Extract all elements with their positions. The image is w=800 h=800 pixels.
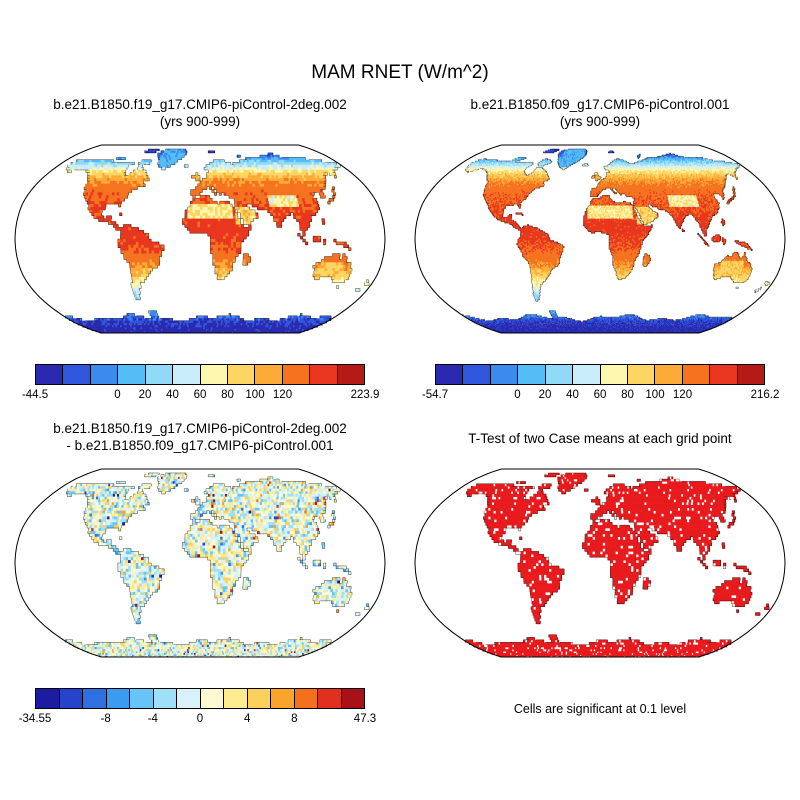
panel-case2: b.e21.B1850.f09_g17.CMIP6-piControl.001 …	[402, 96, 798, 426]
figure-title: MAM RNET (W/m^2)	[311, 62, 489, 83]
map-case2-canvas	[412, 142, 788, 336]
colorbar-segment	[681, 365, 710, 384]
panel-case2-title: b.e21.B1850.f09_g17.CMIP6-piControl.001 …	[402, 96, 798, 130]
colorbar-segment	[58, 689, 82, 708]
colorbar-segment	[517, 365, 545, 384]
colorbar-case2: -54.7 0 20 40 60 80 100 120 216.2	[422, 364, 780, 403]
colorbar-segment	[152, 689, 176, 708]
colorbar-segment	[36, 365, 63, 384]
colorbar-segment	[82, 689, 106, 708]
colorbar-tick-label: 20	[538, 389, 552, 401]
panel-case2-title-line1: b.e21.B1850.f09_g17.CMIP6-piControl.001	[470, 97, 730, 112]
colorbar-segment	[144, 365, 173, 384]
colorbar-segments	[35, 688, 365, 709]
panel-case1: b.e21.B1850.f19_g17.CMIP6-piControl-2deg…	[2, 96, 398, 426]
colorbar-segment	[309, 365, 337, 384]
colorbar-segment	[436, 365, 463, 384]
colorbar-segment	[736, 365, 765, 384]
colorbar-segment	[246, 689, 270, 708]
colorbar-segment	[709, 365, 737, 384]
colorbar-tick-label: 60	[193, 389, 207, 401]
colorbar-segment	[117, 365, 145, 384]
colorbar-tick-labels: -34.55 -8 -4 0 4 8 47.3	[19, 709, 377, 727]
colorbar-tick-label: -34.55	[18, 713, 52, 725]
colorbar-segments	[435, 364, 765, 385]
map-difference-canvas	[12, 466, 388, 660]
colorbar-tick-label: 216.2	[750, 389, 780, 401]
panel-ttest-title-line1: T-Test of two Case means at each grid po…	[468, 431, 732, 446]
panel-case2-title-line2: (yrs 900-999)	[559, 114, 641, 129]
panel-case1-title-line1: b.e21.B1850.f19_g17.CMIP6-piControl-2deg…	[53, 97, 347, 112]
colorbar-tick-label: -44.5	[21, 389, 49, 401]
colorbar-segments	[35, 364, 365, 385]
colorbar-tick-labels: -54.7 0 20 40 60 80 100 120 216.2	[422, 385, 780, 403]
colorbar-segment	[199, 365, 227, 384]
map-case1-canvas	[12, 142, 388, 336]
colorbar-segment	[226, 365, 255, 384]
colorbar-segment	[199, 689, 223, 708]
colorbar-segment	[544, 365, 573, 384]
colorbar-segment	[340, 689, 364, 708]
panel-ttest-title: T-Test of two Case means at each grid po…	[402, 420, 798, 447]
colorbar-tick-label: -4	[147, 713, 158, 725]
colorbar-segment	[36, 689, 59, 708]
colorbar-tick-label: -54.7	[421, 389, 449, 401]
colorbar-segment	[281, 365, 310, 384]
colorbar-segment	[62, 365, 90, 384]
colorbar-segment	[599, 365, 627, 384]
panel-difference: b.e21.B1850.f19_g17.CMIP6-piControl-2deg…	[2, 420, 398, 750]
colorbar-tick-label: 80	[221, 389, 234, 401]
significance-caption: Cells are significant at 0.1 level	[513, 702, 687, 716]
colorbar-segment	[572, 365, 600, 384]
colorbar-tick-label: -8	[100, 713, 111, 725]
colorbar-segment	[626, 365, 655, 384]
colorbar-segment	[489, 365, 518, 384]
colorbar-difference: -34.55 -8 -4 0 4 8 47.3	[19, 688, 377, 727]
colorbar-case1: -44.5 0 20 40 60 80 100 120 223.9	[22, 364, 380, 403]
colorbar-segment	[172, 365, 200, 384]
colorbar-tick-label: 120	[672, 389, 693, 401]
colorbar-segment	[654, 365, 682, 384]
colorbar-tick-label: 80	[621, 389, 634, 401]
colorbar-tick-label: 40	[566, 389, 579, 401]
colorbar-tick-label: 0	[196, 713, 204, 725]
colorbar-segment	[176, 689, 200, 708]
colorbar-segment	[129, 689, 153, 708]
colorbar-segment	[89, 365, 118, 384]
panel-case1-title-line2: (yrs 900-999)	[159, 114, 241, 129]
colorbar-tick-labels: -44.5 0 20 40 60 80 100 120 223.9	[22, 385, 380, 403]
colorbar-tick-label: 100	[245, 389, 265, 401]
colorbar-tick-label: 0	[514, 389, 521, 401]
colorbar-tick-label: 120	[272, 389, 293, 401]
colorbar-tick-label: 47.3	[353, 713, 377, 725]
colorbar-tick-label: 8	[291, 713, 298, 725]
colorbar-segment	[462, 365, 490, 384]
panel-ttest: T-Test of two Case means at each grid po…	[402, 420, 798, 750]
colorbar-segment	[336, 365, 365, 384]
panel-difference-title-line2: - b.e21.B1850.f09_g17.CMIP6-piControl.00…	[66, 438, 334, 453]
colorbar-segment	[317, 689, 341, 708]
colorbar-tick-label: 0	[114, 389, 121, 401]
colorbar-segment	[254, 365, 282, 384]
panel-difference-title: b.e21.B1850.f19_g17.CMIP6-piControl-2deg…	[2, 420, 398, 454]
panel-difference-title-line1: b.e21.B1850.f19_g17.CMIP6-piControl-2deg…	[53, 421, 347, 436]
colorbar-tick-label: 20	[138, 389, 152, 401]
colorbar-segment	[105, 689, 129, 708]
colorbar-tick-label: 4	[243, 713, 251, 725]
panel-case1-title: b.e21.B1850.f19_g17.CMIP6-piControl-2deg…	[2, 96, 398, 130]
colorbar-tick-label: 60	[593, 389, 607, 401]
colorbar-tick-label: 100	[645, 389, 665, 401]
colorbar-segment	[270, 689, 294, 708]
colorbar-segment	[293, 689, 317, 708]
map-ttest-canvas	[412, 466, 788, 660]
colorbar-tick-label: 223.9	[350, 389, 380, 401]
colorbar-tick-label: 40	[166, 389, 179, 401]
colorbar-segment	[223, 689, 247, 708]
